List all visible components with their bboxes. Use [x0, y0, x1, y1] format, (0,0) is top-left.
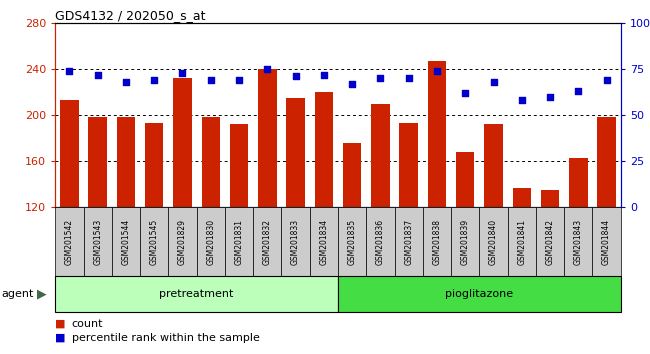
- Text: agent: agent: [1, 289, 34, 299]
- Text: GSM201829: GSM201829: [178, 219, 187, 264]
- Text: GSM201844: GSM201844: [602, 218, 611, 265]
- Point: [318, 72, 329, 78]
- Text: GSM201542: GSM201542: [65, 218, 74, 265]
- Bar: [230, 124, 248, 207]
- Text: GSM201545: GSM201545: [150, 218, 159, 265]
- Bar: [569, 158, 588, 207]
- Text: GSM201835: GSM201835: [348, 218, 357, 265]
- Point: [64, 68, 75, 74]
- Bar: [145, 123, 163, 207]
- Text: count: count: [72, 319, 103, 329]
- Bar: [343, 143, 361, 207]
- Text: GSM201830: GSM201830: [206, 218, 215, 265]
- Bar: [174, 78, 192, 207]
- Point: [488, 79, 499, 85]
- Text: GSM201842: GSM201842: [545, 219, 554, 264]
- Point: [177, 70, 188, 75]
- Bar: [371, 104, 389, 207]
- Bar: [117, 118, 135, 207]
- Bar: [60, 100, 79, 207]
- Text: GSM201837: GSM201837: [404, 218, 413, 265]
- Text: pretreatment: pretreatment: [159, 289, 234, 299]
- Bar: [484, 124, 502, 207]
- Bar: [541, 190, 559, 207]
- Point: [517, 97, 527, 103]
- Text: pioglitazone: pioglitazone: [445, 289, 514, 299]
- Bar: [513, 188, 531, 207]
- Text: GSM201831: GSM201831: [235, 219, 244, 264]
- Text: ▶: ▶: [37, 287, 47, 300]
- Point: [460, 90, 471, 96]
- Bar: [315, 92, 333, 207]
- Point: [121, 79, 131, 85]
- Point: [205, 77, 216, 83]
- Point: [432, 68, 442, 74]
- Text: ■: ■: [55, 319, 66, 329]
- Text: GSM201834: GSM201834: [319, 218, 328, 265]
- Point: [347, 81, 358, 87]
- Text: GSM201840: GSM201840: [489, 218, 498, 265]
- Bar: [258, 69, 276, 207]
- Point: [573, 88, 584, 94]
- Text: GSM201841: GSM201841: [517, 219, 526, 264]
- Bar: [287, 98, 305, 207]
- Text: GSM201832: GSM201832: [263, 219, 272, 264]
- Point: [92, 72, 103, 78]
- Text: percentile rank within the sample: percentile rank within the sample: [72, 333, 259, 343]
- Point: [149, 77, 159, 83]
- Point: [375, 75, 385, 81]
- Text: GSM201544: GSM201544: [122, 218, 131, 265]
- Text: GSM201838: GSM201838: [432, 219, 441, 264]
- Bar: [597, 118, 616, 207]
- Text: GDS4132 / 202050_s_at: GDS4132 / 202050_s_at: [55, 9, 206, 22]
- Point: [601, 77, 612, 83]
- Text: GSM201836: GSM201836: [376, 218, 385, 265]
- Point: [291, 74, 301, 79]
- Text: GSM201543: GSM201543: [93, 218, 102, 265]
- Bar: [202, 118, 220, 207]
- Text: GSM201839: GSM201839: [461, 218, 470, 265]
- Bar: [456, 152, 474, 207]
- Bar: [400, 123, 418, 207]
- Point: [262, 66, 272, 72]
- Bar: [428, 61, 446, 207]
- Bar: [88, 118, 107, 207]
- Text: GSM201843: GSM201843: [574, 218, 583, 265]
- Text: ■: ■: [55, 333, 66, 343]
- Point: [404, 75, 414, 81]
- Point: [545, 94, 555, 99]
- Point: [234, 77, 244, 83]
- Text: GSM201833: GSM201833: [291, 218, 300, 265]
